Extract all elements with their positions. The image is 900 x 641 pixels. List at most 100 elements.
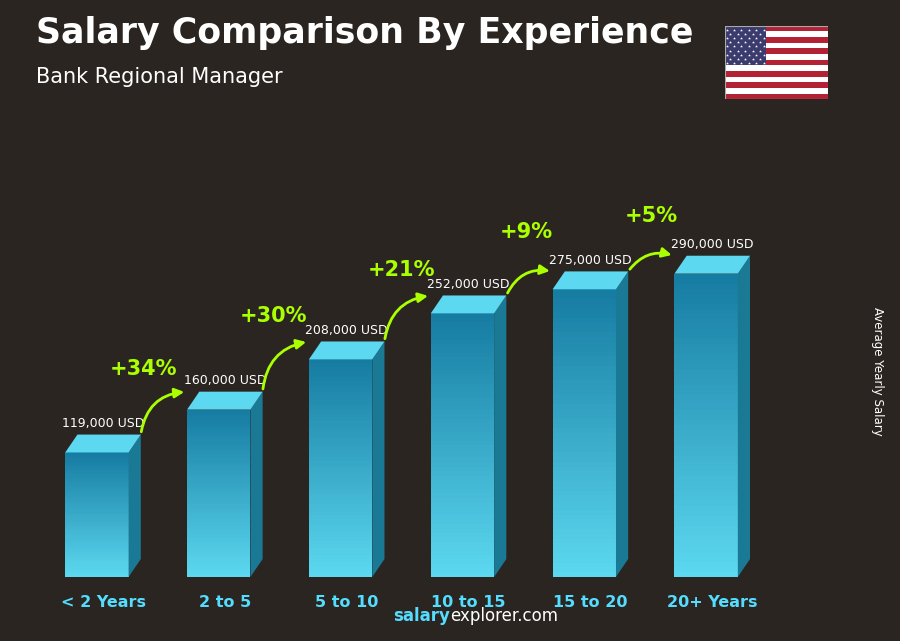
Polygon shape: [309, 363, 373, 367]
Polygon shape: [553, 399, 616, 404]
Polygon shape: [309, 392, 373, 395]
Polygon shape: [553, 505, 616, 510]
Polygon shape: [187, 504, 250, 507]
Polygon shape: [553, 419, 616, 424]
Polygon shape: [553, 486, 616, 490]
Polygon shape: [65, 492, 129, 494]
Polygon shape: [187, 510, 250, 513]
Polygon shape: [309, 551, 373, 555]
Polygon shape: [674, 486, 738, 491]
Polygon shape: [187, 546, 250, 549]
Polygon shape: [674, 339, 738, 344]
Polygon shape: [65, 542, 129, 544]
Polygon shape: [187, 540, 250, 544]
Polygon shape: [674, 435, 738, 440]
Polygon shape: [187, 412, 250, 415]
Polygon shape: [431, 458, 494, 463]
Polygon shape: [309, 501, 373, 504]
Polygon shape: [674, 547, 738, 552]
Polygon shape: [187, 499, 250, 502]
Polygon shape: [553, 524, 616, 529]
Bar: [724, 26, 766, 65]
Polygon shape: [65, 531, 129, 533]
Polygon shape: [309, 385, 373, 388]
Polygon shape: [65, 490, 129, 492]
Polygon shape: [187, 451, 250, 454]
Polygon shape: [309, 403, 373, 406]
Polygon shape: [431, 414, 494, 419]
Polygon shape: [431, 489, 494, 494]
Polygon shape: [674, 360, 738, 365]
Polygon shape: [553, 308, 616, 313]
Polygon shape: [65, 459, 129, 461]
Polygon shape: [553, 515, 616, 519]
Polygon shape: [187, 554, 250, 558]
Polygon shape: [309, 504, 373, 508]
Polygon shape: [674, 552, 738, 556]
Polygon shape: [65, 552, 129, 554]
Polygon shape: [187, 426, 250, 429]
Polygon shape: [187, 420, 250, 424]
Polygon shape: [553, 476, 616, 481]
Polygon shape: [309, 367, 373, 370]
Polygon shape: [65, 573, 129, 575]
Polygon shape: [674, 284, 738, 288]
Polygon shape: [187, 465, 250, 468]
Polygon shape: [187, 574, 250, 577]
Polygon shape: [187, 507, 250, 510]
Polygon shape: [187, 479, 250, 482]
Polygon shape: [309, 450, 373, 454]
Polygon shape: [674, 299, 738, 304]
Polygon shape: [674, 542, 738, 547]
Polygon shape: [674, 511, 738, 516]
Text: explorer.com: explorer.com: [450, 607, 558, 625]
Polygon shape: [553, 333, 616, 337]
Polygon shape: [431, 344, 494, 349]
Polygon shape: [309, 497, 373, 501]
Polygon shape: [309, 443, 373, 446]
Polygon shape: [553, 443, 616, 447]
Polygon shape: [553, 390, 616, 395]
Polygon shape: [431, 494, 494, 498]
Polygon shape: [553, 395, 616, 399]
Polygon shape: [309, 537, 373, 540]
Text: 10 to 15: 10 to 15: [431, 595, 506, 610]
Polygon shape: [65, 556, 129, 558]
Polygon shape: [674, 410, 738, 415]
Polygon shape: [65, 527, 129, 529]
Polygon shape: [65, 540, 129, 542]
Polygon shape: [65, 535, 129, 538]
Polygon shape: [431, 449, 494, 454]
Polygon shape: [309, 378, 373, 381]
Polygon shape: [65, 483, 129, 486]
Polygon shape: [309, 360, 373, 363]
Polygon shape: [309, 406, 373, 410]
Bar: [724, 37, 828, 43]
Polygon shape: [553, 376, 616, 380]
Polygon shape: [553, 572, 616, 577]
Polygon shape: [129, 435, 140, 577]
Polygon shape: [187, 566, 250, 569]
Polygon shape: [65, 461, 129, 463]
Polygon shape: [65, 570, 129, 573]
Polygon shape: [431, 375, 494, 379]
Polygon shape: [674, 445, 738, 451]
Polygon shape: [187, 519, 250, 521]
Polygon shape: [187, 424, 250, 426]
Polygon shape: [553, 471, 616, 476]
Polygon shape: [65, 560, 129, 562]
Polygon shape: [431, 454, 494, 458]
Polygon shape: [431, 379, 494, 383]
Polygon shape: [65, 463, 129, 465]
Polygon shape: [65, 538, 129, 540]
Bar: [724, 94, 828, 99]
Polygon shape: [250, 392, 263, 577]
Polygon shape: [65, 504, 129, 506]
Polygon shape: [553, 380, 616, 385]
Polygon shape: [65, 513, 129, 515]
Polygon shape: [431, 537, 494, 542]
Polygon shape: [553, 289, 616, 294]
Polygon shape: [187, 432, 250, 435]
Polygon shape: [553, 553, 616, 558]
Polygon shape: [431, 397, 494, 401]
